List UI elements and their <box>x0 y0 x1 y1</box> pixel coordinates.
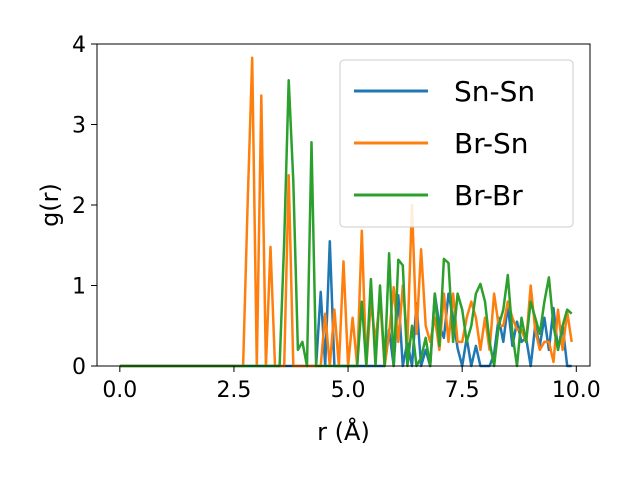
y-tick-label: 3 <box>72 114 86 139</box>
legend-label-sn-sn: Sn-Sn <box>454 75 535 108</box>
x-tick-label: 5.0 <box>331 378 366 403</box>
y-ticks: 0 1 2 3 4 <box>72 33 97 380</box>
legend-label-br-br: Br-Br <box>454 179 523 212</box>
y-tick-label: 1 <box>72 275 86 300</box>
x-tick-label: 0.0 <box>102 378 137 403</box>
x-tick-label: 7.5 <box>445 378 480 403</box>
y-tick-label: 2 <box>72 194 86 219</box>
legend-box <box>339 59 574 228</box>
legend-label-br-sn: Br-Sn <box>454 127 529 160</box>
x-axis-label: r (Å) <box>317 417 370 446</box>
y-axis-label: g(r) <box>36 183 64 227</box>
y-tick-label: 4 <box>72 33 86 58</box>
y-tick-label: 0 <box>72 355 86 380</box>
x-tick-label: 10.0 <box>552 378 601 403</box>
x-tick-label: 2.5 <box>216 378 251 403</box>
legend: Sn-Sn Br-Sn Br-Br <box>339 59 574 228</box>
x-ticks: 0.0 2.5 5.0 7.5 10.0 <box>102 366 601 403</box>
